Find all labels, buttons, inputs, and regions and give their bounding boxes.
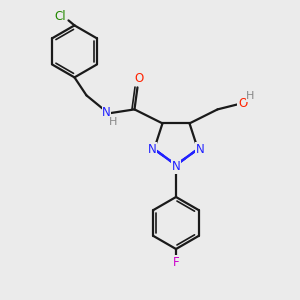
Text: N: N bbox=[172, 160, 180, 173]
Text: H: H bbox=[109, 117, 118, 128]
Text: H: H bbox=[246, 92, 255, 101]
Text: N: N bbox=[148, 142, 157, 156]
Text: Cl: Cl bbox=[55, 10, 66, 23]
Text: N: N bbox=[196, 142, 204, 156]
Text: F: F bbox=[173, 256, 179, 268]
Text: N: N bbox=[102, 106, 111, 119]
Text: O: O bbox=[135, 72, 144, 85]
Text: O: O bbox=[238, 97, 247, 110]
